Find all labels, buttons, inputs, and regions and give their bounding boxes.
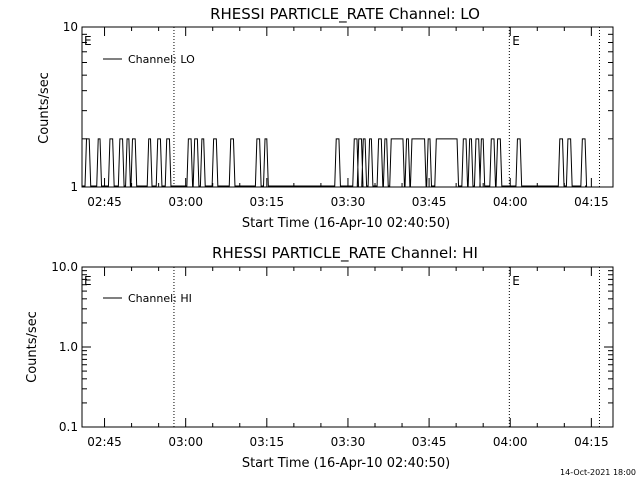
chart-title-hi: RHESSI PARTICLE_RATE Channel: HI — [212, 244, 478, 263]
footer-timestamp: 14-Oct-2021 18:00 — [560, 468, 636, 477]
x-tick-label-lo-0: 02:45 — [87, 195, 122, 209]
y-tick-label-hi-0: 0.1 — [59, 420, 78, 434]
x-tick-label-hi-4: 03:45 — [412, 435, 447, 449]
event-marker-hi-0: E — [84, 274, 92, 288]
panel-lo: RHESSI PARTICLE_RATE Channel: LO Start T… — [37, 5, 614, 231]
y-tick-label-lo-1: 10 — [63, 20, 78, 34]
y-axis-label-lo: Counts/sec — [37, 72, 52, 144]
y-tick-label-hi-1: 1.0 — [59, 340, 78, 354]
x-tick-label-lo-5: 04:00 — [493, 195, 528, 209]
plot-frame-hi — [81, 266, 614, 428]
x-tick-label-hi-1: 03:00 — [168, 435, 203, 449]
y-tick-label-lo-0: 1 — [70, 180, 78, 194]
y-tick-label-hi-2: 10.0 — [51, 260, 78, 274]
chart-title-lo: RHESSI PARTICLE_RATE Channel: LO — [210, 5, 480, 24]
legend-label-lo: Channel: LO — [128, 53, 195, 66]
x-tick-label-hi-3: 03:30 — [331, 435, 366, 449]
x-tick-label-lo-3: 03:30 — [331, 195, 366, 209]
x-axis-label-lo: Start Time (16-Apr-10 02:40:50) — [242, 216, 450, 231]
x-tick-label-hi-2: 03:15 — [250, 435, 285, 449]
x-tick-label-hi-0: 02:45 — [87, 435, 122, 449]
event-marker-lo-0: E — [84, 34, 92, 48]
legend-label-hi: Channel: HI — [128, 292, 192, 305]
x-tick-label-lo-4: 03:45 — [412, 195, 447, 209]
x-tick-label-hi-6: 04:15 — [574, 435, 609, 449]
series-line-lo-0 — [82, 138, 588, 187]
panel-hi: RHESSI PARTICLE_RATE Channel: HI Start T… — [25, 244, 614, 471]
x-tick-label-lo-6: 04:15 — [574, 195, 609, 209]
event-marker-hi-1: E — [512, 274, 520, 288]
event-marker-lo-1: E — [512, 34, 520, 48]
x-axis-label-hi: Start Time (16-Apr-10 02:40:50) — [242, 456, 450, 471]
x-tick-label-lo-1: 03:00 — [168, 195, 203, 209]
y-axis-label-hi: Counts/sec — [25, 311, 40, 383]
x-tick-label-hi-5: 04:00 — [493, 435, 528, 449]
x-tick-label-lo-2: 03:15 — [250, 195, 285, 209]
